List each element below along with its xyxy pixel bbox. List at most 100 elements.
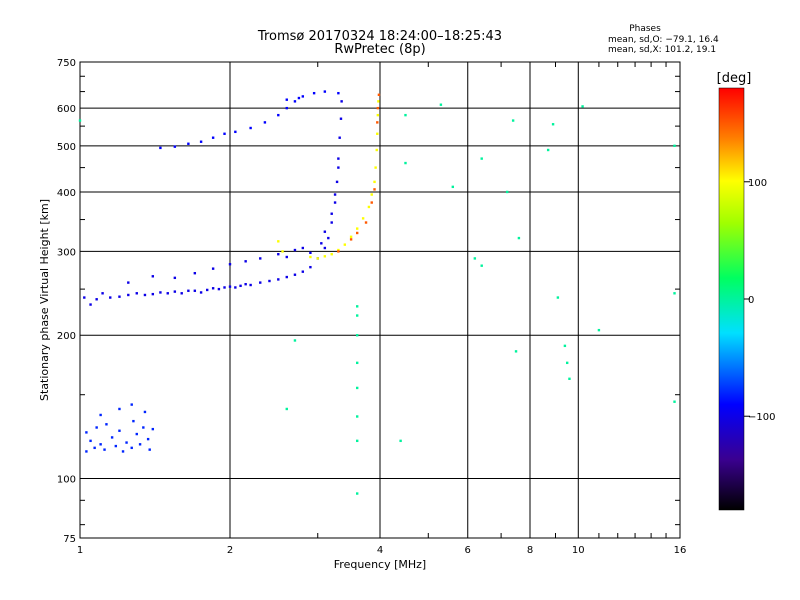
data-point xyxy=(95,426,98,429)
y-tick-label: 400 xyxy=(57,188,76,199)
data-point xyxy=(581,105,584,108)
data-point xyxy=(339,117,343,120)
y-tick-label: 600 xyxy=(57,104,76,115)
data-point xyxy=(337,250,340,253)
data-point xyxy=(277,240,280,243)
data-point xyxy=(451,185,455,189)
data-point xyxy=(132,419,135,423)
data-point xyxy=(285,98,288,101)
data-point xyxy=(340,100,343,103)
data-point xyxy=(597,328,601,332)
colorbar-tick-label: 100 xyxy=(748,178,767,189)
data-point xyxy=(85,450,88,453)
data-point xyxy=(480,264,483,267)
data-point xyxy=(546,148,550,152)
data-point xyxy=(259,281,262,284)
data-point xyxy=(375,148,378,152)
data-point xyxy=(293,100,297,103)
data-point xyxy=(135,432,138,436)
data-point xyxy=(127,281,130,284)
data-point xyxy=(355,231,359,235)
data-point xyxy=(263,121,267,124)
data-point xyxy=(173,145,177,148)
data-point xyxy=(105,423,108,426)
data-point xyxy=(110,436,114,439)
data-point xyxy=(268,279,271,283)
data-point xyxy=(199,140,203,143)
data-point xyxy=(249,126,252,130)
x-tick-label: 6 xyxy=(465,545,471,556)
x-axis-label: Frequency [MHz] xyxy=(334,558,426,571)
data-point xyxy=(193,272,197,275)
data-point xyxy=(89,303,92,306)
data-point xyxy=(355,386,359,390)
data-point xyxy=(85,431,88,434)
data-point xyxy=(330,252,333,256)
colorbar-label: [deg] xyxy=(717,71,752,86)
y-tick-label: 200 xyxy=(57,331,76,342)
y-tick-label: 100 xyxy=(57,475,76,486)
phase-heading: Phases xyxy=(629,24,661,34)
data-point xyxy=(404,161,407,165)
y-tick-label: 75 xyxy=(63,534,76,545)
data-point xyxy=(337,91,340,95)
data-point xyxy=(109,296,112,299)
data-point xyxy=(330,212,333,215)
data-point xyxy=(376,106,380,110)
data-point xyxy=(234,130,237,134)
data-point xyxy=(285,106,288,110)
data-point xyxy=(367,205,371,209)
data-point xyxy=(281,250,284,253)
data-point xyxy=(95,298,98,301)
y-tick-label: 300 xyxy=(57,247,76,258)
data-point xyxy=(285,407,288,411)
data-point xyxy=(301,270,305,273)
data-point xyxy=(285,275,288,279)
data-point xyxy=(187,289,190,292)
data-point xyxy=(130,446,133,450)
data-point xyxy=(130,403,133,406)
data-points xyxy=(78,90,676,495)
data-point xyxy=(338,136,341,139)
data-point xyxy=(217,287,221,291)
data-point xyxy=(223,132,226,135)
data-point xyxy=(376,121,379,124)
data-point xyxy=(83,296,86,299)
data-point xyxy=(355,314,359,317)
data-point xyxy=(277,278,280,281)
data-point xyxy=(473,257,477,260)
data-point xyxy=(517,236,521,240)
data-point xyxy=(293,339,297,342)
data-point xyxy=(244,283,247,286)
colorbar-tick-label: 0 xyxy=(748,295,754,306)
data-point xyxy=(330,221,333,224)
data-point xyxy=(211,287,215,290)
data-point xyxy=(316,257,319,260)
x-tick-label: 4 xyxy=(377,545,383,556)
data-point xyxy=(138,443,142,446)
data-point xyxy=(101,292,104,295)
x-tick-label: 2 xyxy=(227,545,233,556)
axis-ticks: 1 2 4 6 8 10 16 75 100 200 300 400 500 600 750 xyxy=(57,58,686,556)
data-point xyxy=(143,410,147,414)
data-point xyxy=(404,113,407,117)
data-point xyxy=(320,242,323,245)
data-point xyxy=(159,291,162,294)
data-point xyxy=(333,201,337,204)
data-point xyxy=(127,293,130,297)
data-point xyxy=(301,95,305,98)
data-point xyxy=(511,119,515,122)
data-point xyxy=(565,361,569,365)
data-point xyxy=(301,246,305,250)
data-point xyxy=(78,119,82,122)
data-point xyxy=(187,142,190,145)
data-point xyxy=(142,426,145,429)
data-point xyxy=(118,407,121,411)
data-point xyxy=(370,193,373,196)
data-point xyxy=(355,415,359,418)
data-point xyxy=(514,350,518,353)
colorbar-ticks: 100 0 −100 xyxy=(744,178,775,423)
data-point xyxy=(293,273,297,276)
data-point xyxy=(143,293,147,297)
